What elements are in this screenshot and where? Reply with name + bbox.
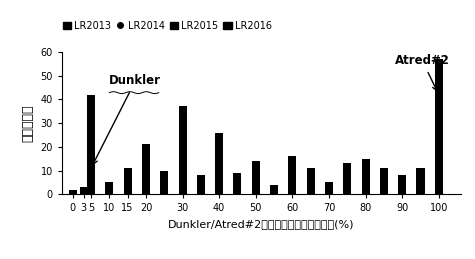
Bar	[288, 156, 296, 194]
Bar	[270, 185, 278, 194]
X-axis label: Dunkler/Atred#2的群体叶锈病最终严重度(%): Dunkler/Atred#2的群体叶锈病最终严重度(%)	[168, 219, 354, 229]
Bar	[179, 106, 187, 194]
Bar	[197, 175, 205, 194]
Bar	[124, 168, 132, 194]
Bar	[398, 175, 406, 194]
Bar	[142, 144, 150, 194]
Text: Atred#2: Atred#2	[395, 54, 450, 91]
Bar	[69, 190, 77, 194]
Bar	[380, 168, 388, 194]
Bar	[87, 95, 95, 194]
Bar	[215, 133, 223, 194]
Bar	[252, 161, 260, 194]
Bar	[343, 163, 352, 194]
Bar	[105, 182, 114, 194]
Bar	[325, 182, 333, 194]
Bar	[361, 159, 370, 194]
Bar	[160, 170, 168, 194]
Bar	[307, 168, 315, 194]
Bar	[435, 59, 443, 194]
Text: Dunkler: Dunkler	[93, 74, 162, 164]
Y-axis label: 株系（个）: 株系（个）	[22, 104, 35, 142]
Bar	[80, 187, 88, 194]
Bar	[417, 168, 425, 194]
Legend: LR2013, LR2014, LR2015, LR2016: LR2013, LR2014, LR2015, LR2016	[58, 17, 276, 34]
Bar	[233, 173, 241, 194]
